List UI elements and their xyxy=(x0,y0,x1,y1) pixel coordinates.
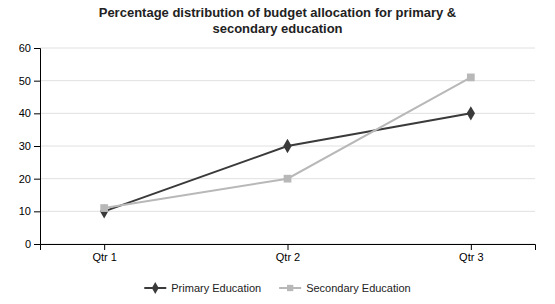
legend-item: Primary Education xyxy=(144,282,261,294)
x-tick-mark xyxy=(288,244,289,250)
series-line xyxy=(104,113,471,211)
series-marker xyxy=(100,204,108,212)
y-tick: 0 xyxy=(25,238,40,250)
x-tick: Qtr 2 xyxy=(276,244,300,263)
x-tick: Qtr 3 xyxy=(459,244,483,263)
legend: Primary Education Secondary Education xyxy=(144,282,410,294)
x-tick-label: Qtr 3 xyxy=(459,251,483,263)
x-axis: Qtr 1 Qtr 2 Qtr 3 xyxy=(41,244,536,263)
y-tick-label: 60 xyxy=(19,42,31,54)
y-tick-label: 0 xyxy=(25,238,31,250)
chart: Percentage distribution of budget alloca… xyxy=(0,0,555,304)
y-tick-label: 50 xyxy=(19,75,31,87)
title-line: Percentage distribution of budget alloca… xyxy=(99,5,457,20)
plot-area xyxy=(100,74,475,219)
y-tick-mark xyxy=(34,244,40,245)
y-tick: 60 xyxy=(19,42,40,54)
y-axis-line xyxy=(34,49,41,245)
y-tick-label: 30 xyxy=(19,140,31,152)
y-tick-mark xyxy=(34,81,40,82)
y-tick: 30 xyxy=(19,140,40,152)
x-tick-label: Qtr 2 xyxy=(276,251,300,263)
series-marker xyxy=(467,74,475,82)
y-axis: 0 10 20 30 40 50 60 xyxy=(19,42,41,250)
title: Percentage distribution of budget alloca… xyxy=(99,5,457,36)
x-tick-mark xyxy=(471,244,472,250)
y-tick: 50 xyxy=(19,75,40,87)
y-tick-label: 40 xyxy=(19,107,31,119)
series-marker xyxy=(467,106,475,120)
grid xyxy=(40,48,535,244)
y-tick-mark xyxy=(34,211,40,212)
y-tick: 40 xyxy=(19,107,40,119)
title-line: secondary education xyxy=(212,21,342,36)
series-line xyxy=(104,77,471,208)
legend-marker xyxy=(287,285,293,291)
legend-label: Primary Education xyxy=(171,282,261,294)
grid-line xyxy=(40,48,535,49)
series-marker xyxy=(100,204,108,218)
x-axis-line xyxy=(41,245,536,251)
legend-label: Secondary Education xyxy=(306,282,411,294)
legend-item: Secondary Education xyxy=(279,282,411,294)
legend-marker xyxy=(152,282,159,294)
series-marker xyxy=(284,175,292,183)
y-tick-mark xyxy=(34,179,40,180)
y-tick: 10 xyxy=(19,205,40,217)
x-tick-label: Qtr 1 xyxy=(92,251,116,263)
y-tick-label: 20 xyxy=(19,173,31,185)
grid-line xyxy=(40,211,535,212)
y-tick-mark xyxy=(34,48,40,49)
y-tick-label: 10 xyxy=(19,205,31,217)
y-tick-mark xyxy=(34,146,40,147)
grid-line xyxy=(40,113,535,114)
x-tick-mark xyxy=(104,244,105,250)
x-tick: Qtr 1 xyxy=(92,244,116,263)
series-marker xyxy=(283,139,291,153)
y-tick-mark xyxy=(34,113,40,114)
y-tick: 20 xyxy=(19,173,40,185)
grid-line xyxy=(40,80,535,81)
